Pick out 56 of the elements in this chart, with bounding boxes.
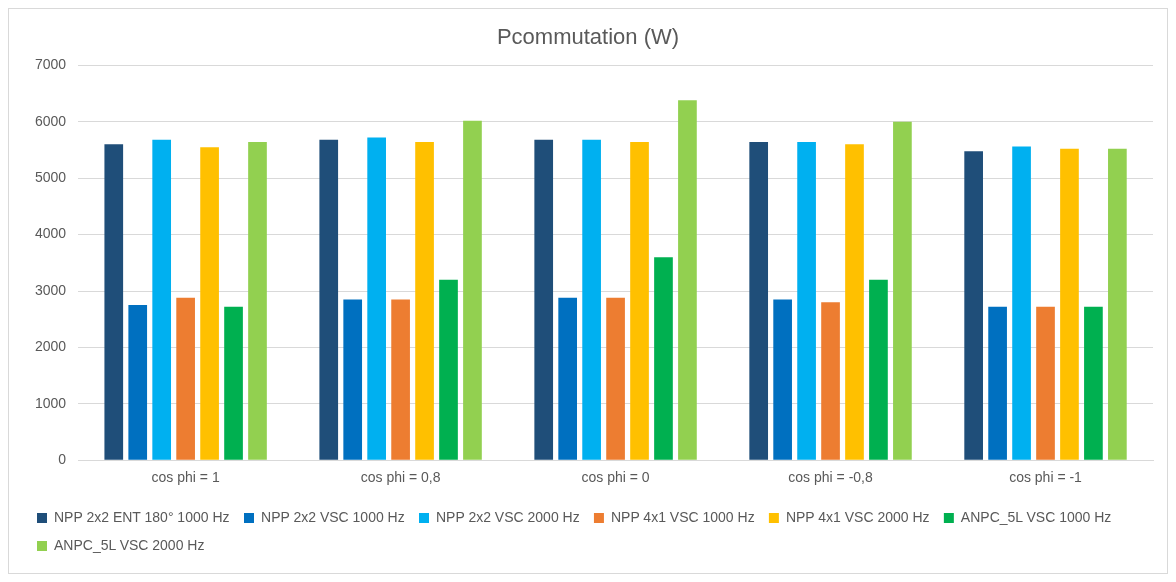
y-tick-label: 0 (58, 451, 67, 468)
bar (845, 144, 864, 460)
bar (391, 299, 410, 460)
bar (128, 305, 148, 460)
bar (893, 121, 912, 460)
y-tick-label: 4000 (34, 225, 67, 242)
y-tick-label: 2000 (34, 338, 67, 355)
bar (654, 257, 673, 460)
legend-label: ANPC_5L VSC 1000 Hz (960, 508, 1112, 525)
bar (1108, 148, 1127, 460)
bar (104, 144, 124, 460)
x-tick-label: cos phi = 0 (581, 469, 650, 486)
bar (152, 139, 172, 460)
legend-label: ANPC_5L VSC 2000 Hz (54, 536, 205, 553)
y-tick-label: 7000 (34, 56, 67, 73)
bar (343, 299, 363, 460)
y-tick-label: 3000 (34, 281, 67, 298)
bar (224, 306, 243, 460)
bar (558, 297, 578, 460)
legend-label: NPP 4x1 VSC 2000 Hz (785, 508, 930, 525)
legend-label: NPP 4x1 VSC 1000 Hz (610, 508, 755, 525)
bar (606, 297, 625, 460)
y-tick-label: 1000 (34, 394, 67, 411)
bar (630, 142, 649, 460)
bar (1036, 306, 1055, 460)
bar (534, 139, 554, 460)
x-tick-label: cos phi = -1 (1009, 469, 1083, 486)
legend-label: NPP 2x2 VSC 1000 Hz (261, 508, 405, 525)
bar (773, 299, 792, 460)
x-tick-label: cos phi = 0,8 (360, 469, 441, 486)
bar (1084, 306, 1103, 460)
bar (439, 279, 458, 460)
bar (415, 142, 434, 460)
bar (988, 306, 1007, 460)
bar (319, 139, 339, 460)
bar (1060, 148, 1079, 460)
legend-label: NPP 2x2 VSC 2000 Hz (435, 508, 580, 525)
bar (964, 151, 983, 460)
x-tick-label: cos phi = -0,8 (788, 469, 873, 486)
y-tick-label: 6000 (34, 112, 67, 129)
bar (869, 279, 888, 460)
y-tick-label: 5000 (34, 169, 67, 186)
bar (1012, 146, 1031, 460)
bar (678, 100, 697, 460)
bar (200, 147, 219, 460)
bar (176, 297, 195, 460)
bar (797, 142, 816, 460)
bar (821, 302, 840, 460)
chart-title: Pcommutation (W) (496, 24, 680, 50)
bar (463, 120, 482, 460)
bar (582, 139, 601, 460)
bar (749, 142, 769, 460)
bar (367, 137, 386, 460)
legend-label: NPP 2x2 ENT 180° 1000 Hz (54, 508, 230, 525)
bar (248, 142, 267, 460)
x-tick-label: cos phi = 1 (151, 469, 220, 486)
